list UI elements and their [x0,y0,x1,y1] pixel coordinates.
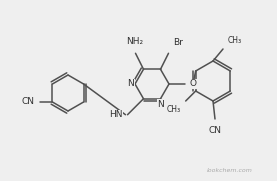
Text: CN: CN [209,126,222,135]
Text: HN: HN [109,110,122,119]
Text: O: O [189,79,196,89]
Text: lookchem.com: lookchem.com [207,168,253,173]
Text: Br: Br [173,38,183,47]
Text: N: N [158,100,164,109]
Text: CH₃: CH₃ [166,105,181,114]
Text: CH₃: CH₃ [228,36,242,45]
Text: NH₂: NH₂ [126,37,143,46]
Text: CN: CN [21,98,34,106]
Text: N: N [127,79,134,89]
